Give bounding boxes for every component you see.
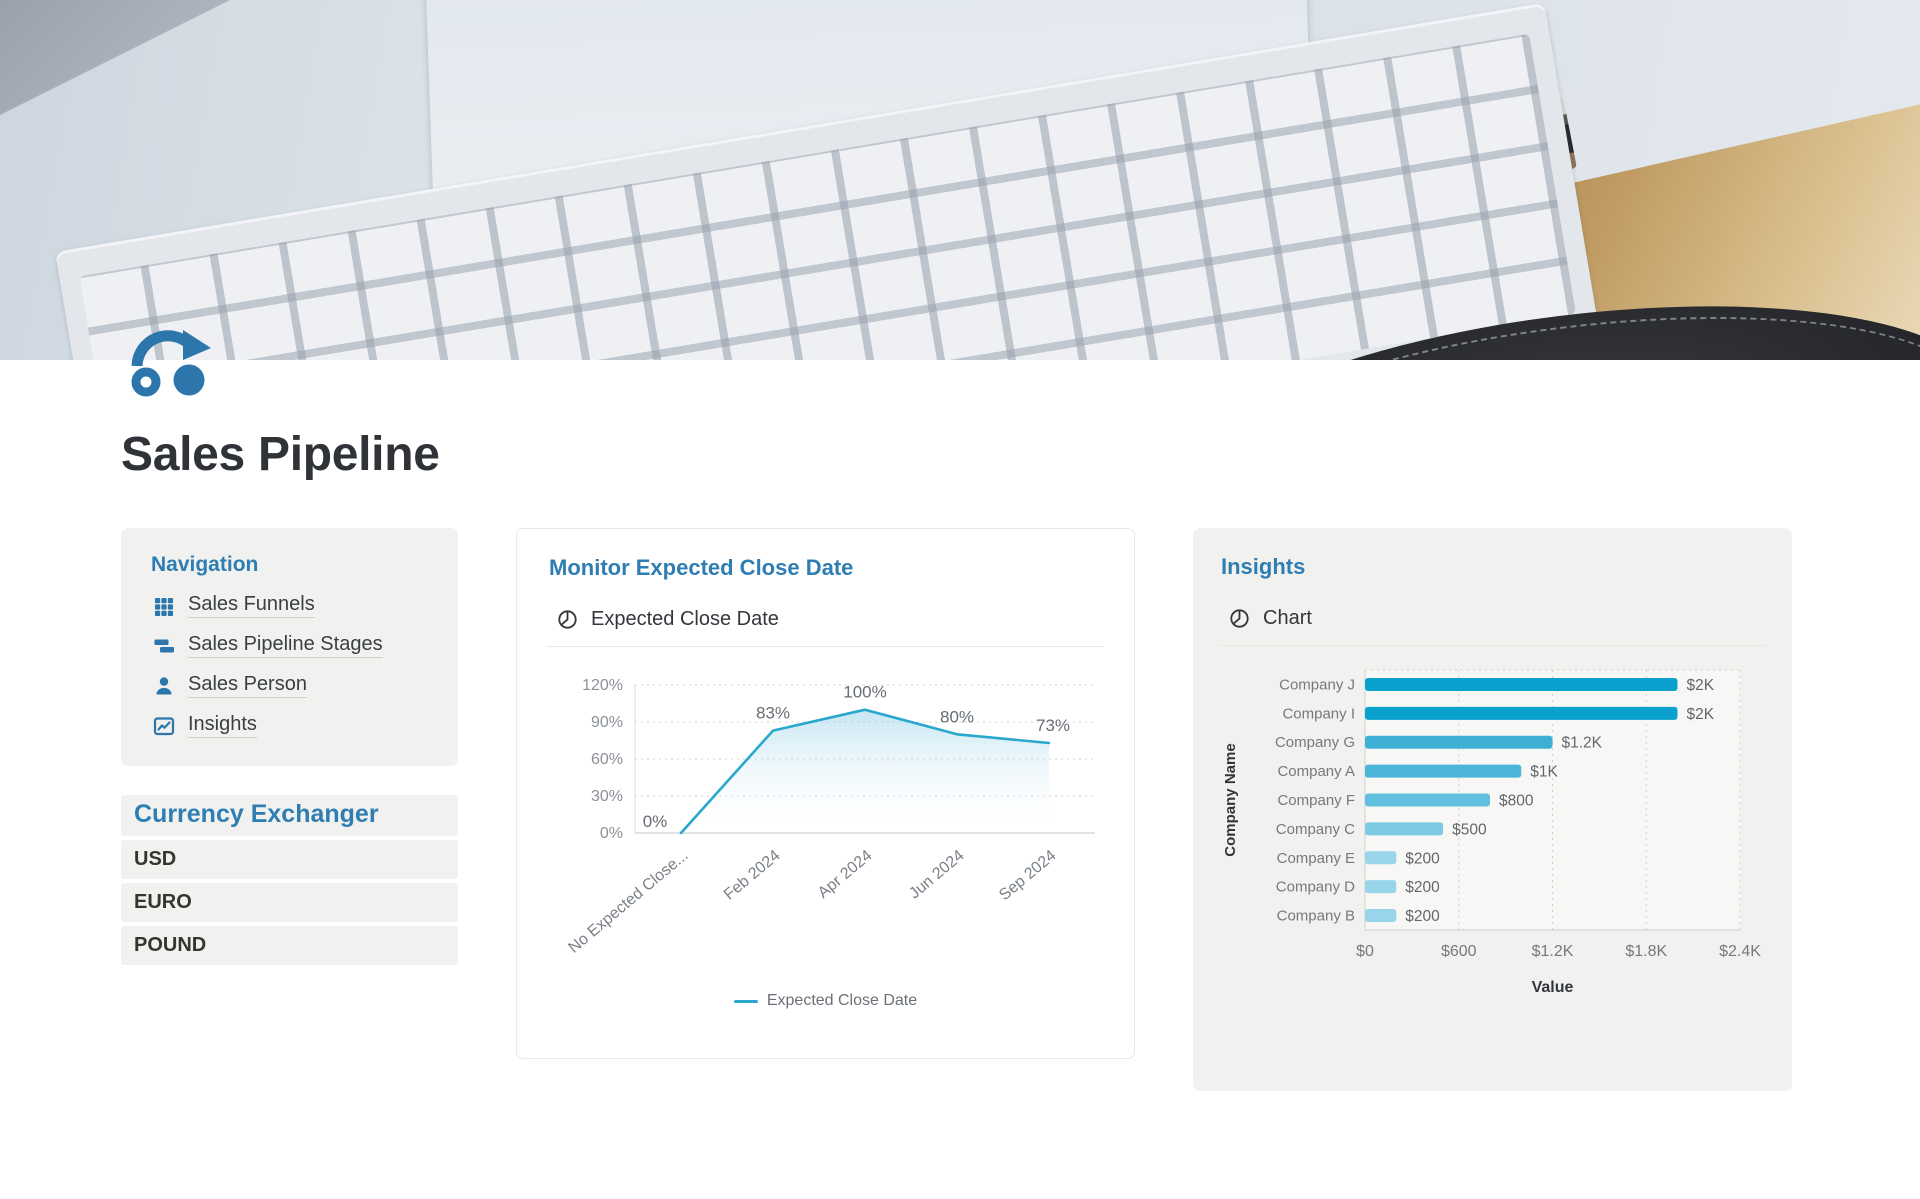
toggle-label: Expected Close Date bbox=[591, 608, 779, 630]
nav-item-label: Sales Pipeline Stages bbox=[188, 633, 383, 658]
svg-text:30%: 30% bbox=[591, 788, 623, 805]
svg-text:Sep 2024: Sep 2024 bbox=[996, 847, 1059, 904]
cover-photo bbox=[0, 0, 1920, 360]
svg-text:$2K: $2K bbox=[1687, 706, 1715, 723]
insights-card-title: Insights bbox=[1221, 554, 1306, 579]
svg-text:Value: Value bbox=[1532, 979, 1574, 996]
svg-text:73%: 73% bbox=[1036, 716, 1070, 735]
navigation-heading: Navigation bbox=[151, 553, 259, 576]
pie-chart-icon bbox=[558, 610, 577, 629]
monitor-corner-shape bbox=[0, 0, 230, 115]
svg-text:$2K: $2K bbox=[1687, 677, 1715, 694]
svg-text:Company B: Company B bbox=[1277, 908, 1355, 925]
expected-close-date-toggle[interactable]: Expected Close Date bbox=[547, 595, 1104, 647]
legend-line-swatch bbox=[733, 999, 758, 1003]
toggle-label: Chart bbox=[1263, 607, 1312, 629]
nav-item-label: Sales Person bbox=[188, 673, 307, 698]
svg-text:Company E: Company E bbox=[1277, 850, 1355, 867]
svg-text:$1.8K: $1.8K bbox=[1625, 943, 1667, 960]
svg-text:Jun 2024: Jun 2024 bbox=[906, 847, 967, 902]
svg-text:Company F: Company F bbox=[1277, 792, 1355, 809]
stacked-bars-icon bbox=[154, 639, 174, 652]
currency-heading-row: Currency Exchanger bbox=[121, 795, 458, 836]
chart-toggle[interactable]: Chart bbox=[1219, 594, 1766, 646]
currency-row-pound[interactable]: POUND bbox=[121, 926, 458, 965]
currency-row-usd[interactable]: USD bbox=[121, 840, 458, 879]
nav-item-sales-funnels[interactable]: Sales Funnels bbox=[153, 593, 430, 618]
svg-text:$0: $0 bbox=[1356, 943, 1374, 960]
svg-text:$800: $800 bbox=[1499, 793, 1534, 810]
nav-item-sales-person[interactable]: Sales Person bbox=[153, 673, 430, 698]
svg-text:$200: $200 bbox=[1405, 879, 1440, 896]
currency-heading: Currency Exchanger bbox=[134, 800, 379, 828]
svg-text:Company J: Company J bbox=[1279, 676, 1355, 693]
svg-text:60%: 60% bbox=[591, 751, 623, 768]
svg-text:0%: 0% bbox=[600, 825, 623, 842]
grid-icon bbox=[155, 597, 173, 616]
svg-text:90%: 90% bbox=[591, 714, 623, 731]
monitor-expected-close-date-card: Monitor Expected Close Date Expected Clo… bbox=[516, 528, 1135, 1059]
trend-chart-icon bbox=[153, 716, 175, 735]
page-title: Sales Pipeline bbox=[121, 428, 440, 481]
insights-card: Insights Chart $0 $600 $1.2K $1.8K $2.4K Comp… bbox=[1193, 528, 1792, 1091]
nav-item-label: Insights bbox=[188, 713, 257, 738]
svg-text:$1.2K: $1.2K bbox=[1562, 735, 1603, 752]
svg-text:Company G: Company G bbox=[1275, 734, 1355, 751]
pie-chart-icon bbox=[1230, 609, 1249, 628]
nav-item-insights[interactable]: Insights bbox=[153, 713, 430, 738]
svg-text:$2.4K: $2.4K bbox=[1719, 943, 1761, 960]
navigation-card: Navigation Sales Funnels bbox=[121, 528, 458, 766]
left-column: Navigation Sales Funnels bbox=[121, 528, 458, 969]
svg-text:$200: $200 bbox=[1405, 908, 1440, 925]
nav-item-sales-pipeline-stages[interactable]: Sales Pipeline Stages bbox=[153, 633, 430, 658]
svg-text:$1K: $1K bbox=[1530, 764, 1558, 781]
legend-label: Expected Close Date bbox=[766, 992, 918, 1009]
page-content: Sales Pipeline Navigation Sales Funnels bbox=[0, 330, 1920, 1091]
svg-text:$1.2K: $1.2K bbox=[1532, 943, 1574, 960]
person-icon bbox=[156, 676, 172, 694]
svg-text:$200: $200 bbox=[1405, 850, 1440, 867]
svg-text:$600: $600 bbox=[1441, 943, 1477, 960]
svg-text:Company Name: Company Name bbox=[1222, 743, 1239, 856]
bar-chart: $0 $600 $1.2K $1.8K $2.4K Company J $2K Company… bbox=[1219, 654, 1766, 1015]
currency-exchanger-section: Currency Exchanger USD EURO POUND bbox=[121, 795, 458, 965]
nav-item-label: Sales Funnels bbox=[188, 593, 315, 618]
svg-text:No Expected Close...: No Expected Close... bbox=[566, 847, 692, 957]
currency-row-euro[interactable]: EURO bbox=[121, 883, 458, 922]
monitor-card-title: Monitor Expected Close Date bbox=[549, 555, 854, 580]
svg-text:Company I: Company I bbox=[1282, 705, 1355, 722]
pipeline-arrow-icon bbox=[127, 314, 219, 398]
svg-text:Apr 2024: Apr 2024 bbox=[815, 847, 876, 902]
svg-text:Company D: Company D bbox=[1276, 879, 1355, 896]
columns: Navigation Sales Funnels bbox=[121, 528, 1799, 1091]
svg-text:Company A: Company A bbox=[1277, 763, 1355, 780]
svg-text:Feb 2024: Feb 2024 bbox=[721, 847, 784, 904]
svg-text:0%: 0% bbox=[643, 812, 668, 831]
chart-legend: Expected Close Date bbox=[547, 992, 1104, 1010]
svg-text:83%: 83% bbox=[756, 704, 790, 723]
svg-text:80%: 80% bbox=[940, 707, 974, 726]
svg-text:120%: 120% bbox=[582, 677, 623, 694]
svg-text:$500: $500 bbox=[1452, 821, 1487, 838]
svg-text:Company C: Company C bbox=[1276, 821, 1355, 838]
svg-text:100%: 100% bbox=[843, 683, 886, 702]
line-chart: 0% 30% 60% 90% 120% 0% 83% 100% 80% 73% No Expecte… bbox=[547, 655, 1104, 982]
